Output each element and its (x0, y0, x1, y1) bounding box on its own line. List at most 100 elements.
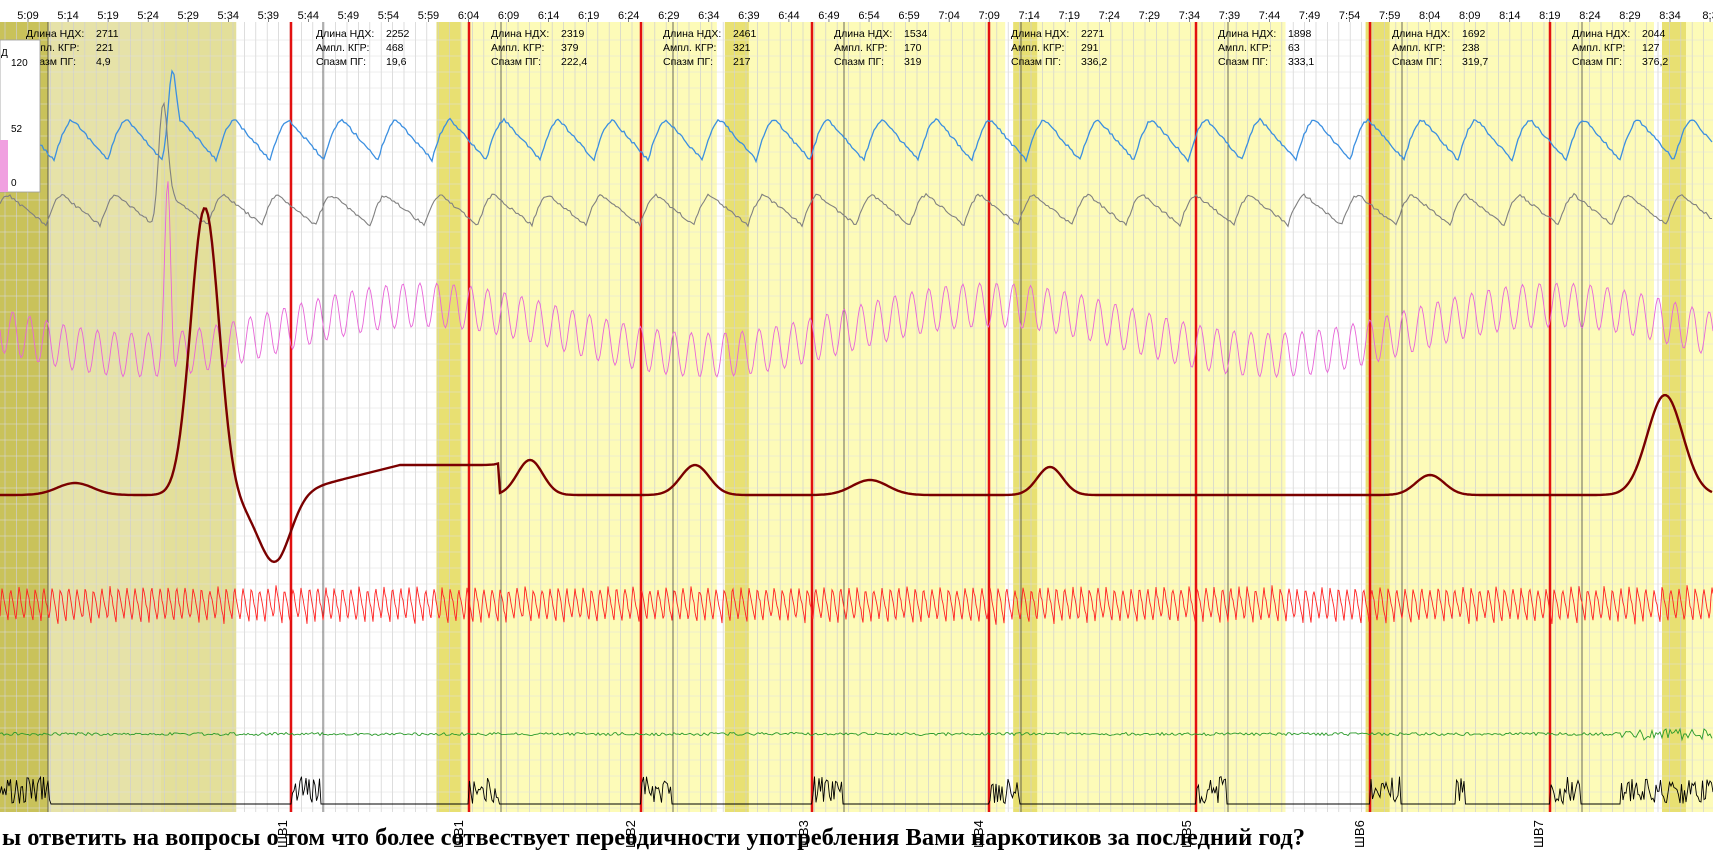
stat-value: 2319 (561, 28, 585, 40)
series-cardio (0, 585, 1713, 625)
stat-value: 238 (1462, 42, 1480, 54)
stat-value: 4,9 (96, 56, 111, 68)
stat-label: Длина НДХ: (1218, 28, 1276, 40)
stat-label: Спазм ПГ: (491, 56, 541, 68)
time-tick-label: 8:04 (1419, 10, 1440, 22)
time-tick-label: 7:34 (1179, 10, 1200, 22)
stat-value: 468 (386, 42, 404, 54)
time-tick-label: 5:29 (177, 10, 198, 22)
time-tick-label: 5:49 (338, 10, 359, 22)
time-tick-label: 6:39 (738, 10, 759, 22)
time-tick-label: 8:14 (1499, 10, 1520, 22)
stat-value: 221 (96, 42, 114, 54)
stat-label: Ампл. КГР: (663, 42, 716, 54)
question-marker: ШВ6 (1352, 820, 1367, 848)
question-marker: ШВ7 (1531, 820, 1546, 848)
time-tick-label: 5:14 (57, 10, 78, 22)
stat-value: 1898 (1288, 28, 1312, 40)
scale-tick: 0 (11, 178, 17, 189)
baseline-band (48, 8, 161, 812)
stat-label: Ампл. КГР: (834, 42, 887, 54)
time-tick-label: 7:49 (1299, 10, 1320, 22)
time-axis: 5:09 5:14 5:19 5:24 5:29 5:34 5:39 5:44 5:49 5:54… (0, 0, 1713, 22)
stat-value: 2271 (1081, 28, 1105, 40)
time-tick-label: 6:04 (458, 10, 479, 22)
stat-value: 379 (561, 42, 579, 54)
time-tick-label: 8:3 (1702, 10, 1713, 22)
time-tick-label: 6:44 (778, 10, 799, 22)
stat-label: Спазм ПГ: (834, 56, 884, 68)
scale-tick: 52 (11, 124, 23, 135)
time-tick-label: 8:29 (1619, 10, 1640, 22)
grid-lines (0, 8, 1713, 812)
time-axis-background (0, 0, 1713, 22)
segment-boundaries (47, 8, 1583, 812)
time-tick-label: 7:09 (978, 10, 999, 22)
stat-label: Длина НДХ: (663, 28, 721, 40)
series-plethysmogram (0, 181, 1713, 379)
stat-label: Спазм ПГ: (1011, 56, 1061, 68)
segment-onset-band (724, 8, 749, 812)
question-marker: ШВ4 (971, 820, 986, 848)
stat-value: 336,2 (1081, 56, 1107, 68)
stat-value: 222,4 (561, 56, 587, 68)
time-tick-label: 5:19 (97, 10, 118, 22)
time-tick-label: 5:24 (137, 10, 158, 22)
stat-label: Ампл. КГР: (1011, 42, 1064, 54)
time-tick-label: 6:14 (538, 10, 559, 22)
stat-label: Длина НДХ: (26, 28, 84, 40)
time-tick-label: 5:44 (298, 10, 319, 22)
time-tick-label: 6:59 (898, 10, 919, 22)
stat-value: 2461 (733, 28, 757, 40)
stat-value: 2252 (386, 28, 410, 40)
time-tick-label: 7:44 (1259, 10, 1280, 22)
time-tick-label: 5:59 (418, 10, 439, 22)
stat-value: 319,7 (1462, 56, 1488, 68)
stat-value: 319 (904, 56, 922, 68)
stat-label: Ампл. КГР: (1218, 42, 1271, 54)
scale-indicator (0, 140, 8, 192)
question-marker: ШВ1 (451, 820, 466, 848)
stat-label: Длина НДХ: (1572, 28, 1630, 40)
time-tick-label: 6:49 (818, 10, 839, 22)
time-tick-label: 6:09 (498, 10, 519, 22)
stat-label: Ампл. КГР: (316, 42, 369, 54)
stat-value: 2044 (1642, 28, 1666, 40)
time-tick-label: 8:34 (1659, 10, 1680, 22)
stat-value: 170 (904, 42, 922, 54)
series-upper-pneumogram (0, 69, 1713, 164)
segment-band (724, 8, 1006, 812)
segment-onset-band (1013, 8, 1038, 812)
stat-label: Длина НДХ: (1011, 28, 1069, 40)
series-galvanic-skin-response (0, 207, 1713, 564)
stat-label: Длина НДХ: (834, 28, 892, 40)
time-tick-label: 6:34 (698, 10, 719, 22)
stat-label: Спазм ПГ: (1392, 56, 1442, 68)
time-tick-label: 5:09 (17, 10, 38, 22)
question-text: ы ответить на вопросы о том что более со… (2, 824, 1305, 851)
stat-label: Спазм ПГ: (316, 56, 366, 68)
stat-value: 291 (1081, 42, 1099, 54)
time-tick-label: 7:14 (1019, 10, 1040, 22)
stat-value: 376,2 (1642, 56, 1668, 68)
stat-value: 63 (1288, 42, 1300, 54)
stat-value: 321 (733, 42, 751, 54)
stat-label: Длина НДХ: (316, 28, 374, 40)
scale-label: Д (1, 48, 8, 59)
stat-label: Спазм ПГ: (1572, 56, 1622, 68)
stat-label: Спазм ПГ: (1218, 56, 1268, 68)
stat-value: 333,1 (1288, 56, 1314, 68)
scale-tick: 120 (11, 58, 28, 69)
stat-label: Ампл. КГР: (491, 42, 544, 54)
stat-value: 19,6 (386, 56, 407, 68)
segment-band (1013, 8, 1286, 812)
stat-label: Длина НДХ: (1392, 28, 1450, 40)
segment-band (436, 8, 717, 812)
time-tick-label: 5:34 (218, 10, 239, 22)
time-tick-label: 8:24 (1579, 10, 1600, 22)
question-marker: ШВ1 (275, 820, 290, 848)
time-tick-label: 7:59 (1379, 10, 1400, 22)
